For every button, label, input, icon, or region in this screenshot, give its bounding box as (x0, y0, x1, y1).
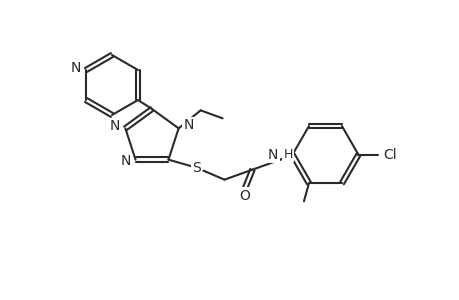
Text: N: N (268, 148, 278, 162)
Text: N: N (110, 119, 120, 133)
Text: N: N (71, 61, 81, 75)
Text: N: N (120, 154, 130, 168)
Text: N: N (183, 118, 194, 132)
Text: Cl: Cl (383, 148, 396, 162)
Text: O: O (239, 189, 249, 203)
Text: H: H (283, 148, 292, 161)
Text: S: S (192, 161, 201, 175)
